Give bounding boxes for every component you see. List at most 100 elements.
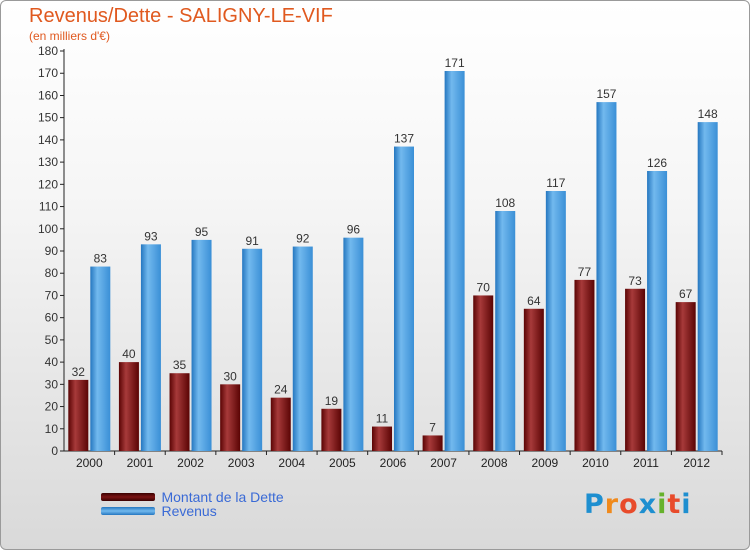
- data-label-dette: 67: [679, 287, 693, 301]
- data-label-dette: 11: [376, 412, 389, 426]
- bar-revenus: [596, 102, 617, 451]
- bar-dette: [625, 288, 646, 451]
- bar-dette: [220, 384, 241, 451]
- y-tick-label: 180: [38, 44, 58, 58]
- legend-label-dette: Montant de la Dette: [161, 488, 284, 505]
- data-label-dette: 24: [274, 383, 288, 397]
- data-label-dette: 19: [325, 394, 339, 408]
- y-tick-label: 10: [45, 422, 59, 436]
- x-tick-label: 2006: [380, 456, 407, 470]
- bar-revenus: [140, 244, 161, 451]
- x-tick-label: 2009: [531, 456, 558, 470]
- y-tick-label: 150: [38, 111, 58, 125]
- data-label-revenus: 137: [394, 132, 414, 146]
- data-label-dette: 40: [122, 347, 136, 361]
- y-tick-label: 60: [45, 311, 59, 325]
- legend-swatch-revenus: [101, 506, 155, 515]
- y-tick-label: 50: [45, 333, 59, 347]
- data-label-revenus: 96: [347, 223, 361, 237]
- data-label-revenus: 83: [94, 252, 108, 266]
- bar-revenus: [242, 248, 263, 451]
- data-label-dette: 30: [223, 369, 237, 383]
- x-tick-label: 2011: [633, 456, 659, 470]
- legend-label-revenus: Revenus: [161, 502, 217, 519]
- logo-letter: i: [681, 489, 692, 520]
- data-label-dette: 7: [429, 420, 436, 434]
- logo-letter: r: [604, 489, 620, 520]
- bar-dette: [422, 435, 443, 451]
- bar-dette: [574, 279, 595, 451]
- x-tick-label: 2005: [329, 456, 356, 470]
- x-tick-label: 2001: [127, 456, 154, 470]
- x-tick-label: 2012: [683, 456, 710, 470]
- bar-dette: [169, 373, 190, 451]
- chart-title: Revenus/Dette - SALIGNY-LE-VIF: [29, 5, 333, 27]
- logo-letter: o: [619, 489, 639, 520]
- y-tick-label: 120: [38, 177, 58, 191]
- bar-dette: [68, 379, 89, 451]
- y-tick-label: 110: [39, 200, 58, 214]
- bar-dette: [372, 426, 392, 451]
- logo-letter: i: [657, 489, 668, 520]
- logo-letter: t: [667, 489, 682, 520]
- y-tick-label: 70: [45, 288, 59, 302]
- data-label-dette: 70: [477, 280, 491, 294]
- data-label-dette: 73: [628, 274, 642, 288]
- bar-dette: [118, 362, 139, 451]
- bar-revenus: [90, 266, 111, 451]
- bar-revenus: [545, 191, 566, 451]
- bar-revenus: [444, 71, 465, 451]
- legend-swatch-dette: [101, 492, 155, 501]
- data-label-revenus: 91: [245, 234, 259, 248]
- y-tick-label: 90: [45, 244, 59, 258]
- y-tick-label: 20: [45, 400, 59, 414]
- y-tick-label: 80: [45, 266, 59, 280]
- bar-revenus: [343, 237, 364, 451]
- bar-revenus: [292, 246, 313, 451]
- data-label-revenus: 148: [698, 107, 718, 121]
- bar-dette: [675, 302, 696, 451]
- bar-dette: [321, 408, 342, 451]
- x-tick-label: 2002: [177, 456, 204, 470]
- bar-revenus: [697, 122, 718, 451]
- data-label-dette: 77: [578, 265, 592, 279]
- data-label-dette: 64: [527, 294, 541, 308]
- data-label-revenus: 171: [445, 56, 465, 70]
- x-tick-label: 2010: [582, 456, 609, 470]
- data-label-revenus: 92: [296, 232, 310, 246]
- chart-subtitle: (en milliers d'€): [29, 29, 110, 43]
- y-tick-label: 160: [38, 88, 58, 102]
- y-tick-label: 130: [38, 155, 58, 169]
- data-label-revenus: 126: [647, 156, 667, 170]
- x-tick-label: 2008: [481, 456, 508, 470]
- bar-revenus: [495, 211, 516, 451]
- y-tick-label: 140: [38, 133, 58, 147]
- proxiti-logo: Proxiti: [584, 489, 692, 520]
- bar-dette: [523, 308, 544, 451]
- x-tick-label: 2000: [76, 456, 103, 470]
- y-tick-label: 30: [45, 377, 59, 391]
- x-tick-label: 2004: [278, 456, 305, 470]
- y-tick-label: 100: [38, 222, 58, 236]
- x-tick-label: 2003: [228, 456, 255, 470]
- data-label-revenus: 95: [195, 225, 209, 239]
- bar-revenus: [394, 146, 414, 452]
- bar-revenus: [191, 239, 212, 451]
- data-label-revenus: 108: [495, 196, 515, 210]
- data-label-revenus: 117: [546, 176, 565, 190]
- legend-item-dette: Montant de la Dette: [101, 488, 284, 505]
- bar-dette: [270, 397, 291, 451]
- logo-letter: P: [584, 489, 605, 520]
- logo-letter: x: [638, 489, 658, 520]
- data-label-dette: 35: [173, 358, 187, 372]
- bar-dette: [473, 295, 494, 451]
- y-tick-label: 0: [51, 444, 58, 458]
- y-tick-label: 40: [45, 355, 59, 369]
- data-label-revenus: 157: [596, 87, 616, 101]
- x-tick-label: 2007: [430, 456, 457, 470]
- y-tick-label: 170: [38, 66, 58, 80]
- data-label-revenus: 93: [144, 229, 158, 243]
- legend-item-revenus: Revenus: [101, 502, 217, 519]
